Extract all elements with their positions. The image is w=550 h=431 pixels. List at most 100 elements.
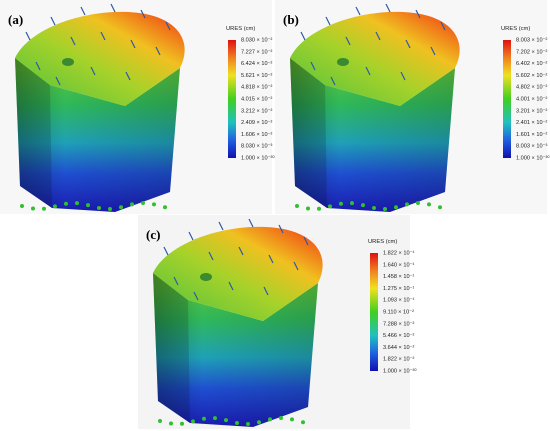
load-arrow xyxy=(440,21,446,31)
load-arrow xyxy=(405,39,411,49)
legend-tick-label: 9.110 × 10⁻² xyxy=(383,309,414,315)
legend-title: URES (cm) xyxy=(226,26,255,32)
load-arrow xyxy=(375,31,381,41)
legend-tick-label: 8.003 × 10⁻³ xyxy=(516,144,548,150)
load-arrow xyxy=(325,16,331,26)
legend-tick-label: 8.030 × 10⁻³ xyxy=(241,144,273,150)
panel: (c) URES (cm) 1.822 × 10⁻¹ 1.640 × 10⁻¹ 1.45… xyxy=(138,215,417,429)
load-arrow xyxy=(70,36,76,46)
colorbar xyxy=(503,40,511,158)
load-arrow xyxy=(278,224,284,234)
fixture xyxy=(383,206,387,211)
fixture xyxy=(295,204,299,208)
legend-title: URES (cm) xyxy=(501,26,530,32)
load-arrow xyxy=(268,254,274,264)
panel: (b) URES (cm) 8.003 × 10⁻² 7.202 × 10⁻² 6.40… xyxy=(275,0,550,214)
model-hole xyxy=(200,273,212,281)
load-arrow xyxy=(25,31,31,41)
load-arrow xyxy=(100,31,106,41)
legend-tick-label: 3.201 × 10⁻² xyxy=(516,108,548,114)
legend-tick-label: 3.644 × 10⁻² xyxy=(383,345,415,351)
fixture xyxy=(268,417,272,422)
fixture xyxy=(257,420,261,425)
fixture xyxy=(97,205,101,210)
load-arrow xyxy=(173,276,179,286)
fixture xyxy=(213,416,217,421)
fixture xyxy=(108,206,112,211)
model-hole xyxy=(62,58,74,66)
load-arrow xyxy=(188,231,194,241)
load-arrow xyxy=(155,46,161,56)
fixture xyxy=(163,205,167,210)
colorbar xyxy=(370,253,378,371)
legend-tick-label: 1.822 × 10⁻¹ xyxy=(383,250,415,256)
fixture xyxy=(191,419,195,424)
fixture xyxy=(394,205,398,210)
fixture xyxy=(339,201,343,206)
legend-tick-label: 1.640 × 10⁻¹ xyxy=(383,262,415,268)
load-arrow xyxy=(355,6,361,16)
load-arrow xyxy=(293,261,299,271)
load-arrow xyxy=(90,66,96,76)
fixture xyxy=(169,421,173,426)
load-arrow xyxy=(263,286,269,296)
legend-tick-label: 1.606 × 10⁻² xyxy=(241,132,273,138)
fixture xyxy=(130,202,134,207)
fixture xyxy=(279,416,283,421)
legend-tick-label: 1.000 × 10⁻³⁰ xyxy=(383,367,417,374)
legend-tick-label: 5.602 × 10⁻² xyxy=(516,73,548,79)
fixture xyxy=(246,421,250,426)
load-arrow xyxy=(163,246,169,256)
fixture xyxy=(416,201,420,206)
legend-title: URES (cm) xyxy=(368,239,397,245)
model-hole xyxy=(337,58,349,66)
load-arrow xyxy=(303,236,309,246)
legend-tick-label: 2.401 × 10⁻² xyxy=(516,120,548,126)
legend-tick-label: 1.000 × 10⁻³⁰ xyxy=(241,154,275,161)
load-arrow xyxy=(110,3,116,13)
load-arrow xyxy=(310,61,316,71)
load-arrow xyxy=(80,6,86,16)
fixture xyxy=(317,206,321,211)
fixture xyxy=(361,203,365,208)
fixture xyxy=(141,201,145,206)
load-arrow xyxy=(400,71,406,81)
panel-label: (c) xyxy=(146,227,160,242)
load-arrow xyxy=(50,16,56,26)
legend-tick-label: 1.458 × 10⁻¹ xyxy=(383,274,415,280)
panel-label: (a) xyxy=(8,12,23,27)
legend-tick-label: 4.818 × 10⁻² xyxy=(241,85,273,91)
legend-tick-label: 5.621 × 10⁻² xyxy=(241,73,273,79)
legend-tick-label: 1.000 × 10⁻³⁰ xyxy=(516,154,550,161)
fixture xyxy=(180,421,184,426)
load-arrow xyxy=(125,71,131,81)
fixture xyxy=(158,419,162,423)
fixture xyxy=(86,203,90,208)
load-arrow xyxy=(228,281,234,291)
fixture xyxy=(20,204,24,208)
load-arrow xyxy=(218,221,224,231)
legend-tick-label: 7.202 × 10⁻² xyxy=(516,49,548,55)
fixture xyxy=(42,206,46,211)
legend-tick-label: 4.802 × 10⁻² xyxy=(516,85,548,91)
legend-tick-label: 4.001 × 10⁻² xyxy=(516,96,548,102)
load-arrow xyxy=(193,291,199,301)
fixture xyxy=(235,420,239,425)
load-arrow xyxy=(365,66,371,76)
model-top xyxy=(15,11,185,107)
load-arrow xyxy=(300,31,306,41)
legend-tick-label: 8.030 × 10⁻² xyxy=(241,37,273,43)
fixture xyxy=(306,206,310,211)
legend-tick-label: 1.093 × 10⁻¹ xyxy=(383,298,415,304)
load-arrow xyxy=(330,76,336,86)
legend-tick-label: 7.227 × 10⁻² xyxy=(241,49,273,55)
model-top xyxy=(290,11,460,107)
fixture xyxy=(405,202,409,207)
fixture xyxy=(75,201,79,206)
legend-tick-label: 1.822 × 10⁻² xyxy=(383,357,415,363)
legend-tick-label: 5.466 × 10⁻² xyxy=(383,333,415,339)
legend-tick-label: 1.275 × 10⁻¹ xyxy=(383,286,415,292)
fixture xyxy=(372,205,376,210)
colorbar xyxy=(228,40,236,158)
